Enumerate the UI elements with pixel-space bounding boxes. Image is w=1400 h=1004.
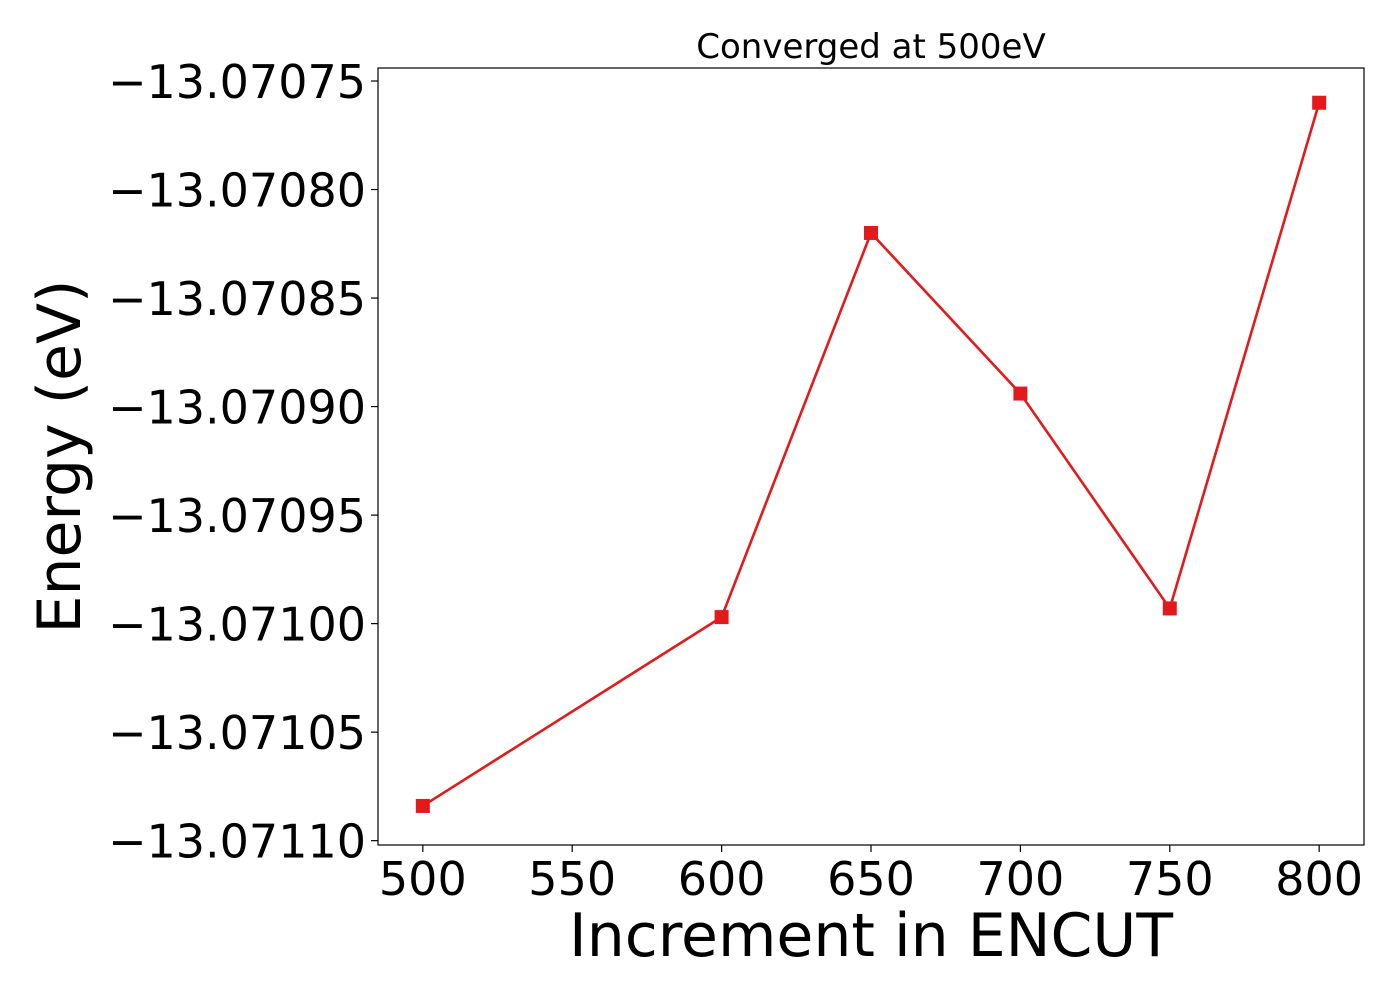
data-point-marker xyxy=(864,225,878,240)
x-tick-label: 600 xyxy=(678,852,766,906)
y-tick-label: −13.07090 xyxy=(108,381,366,435)
x-tick-label: 550 xyxy=(528,852,616,906)
data-point-marker xyxy=(415,798,430,813)
chart-title: Converged at 500eV xyxy=(696,27,1045,67)
series-line xyxy=(422,102,1321,808)
x-tick-label: 500 xyxy=(379,852,467,906)
x-tick-label: 800 xyxy=(1275,852,1363,906)
data-point-marker xyxy=(1013,386,1028,401)
y-tick-label: −13.07105 xyxy=(108,706,366,760)
y-tick-label: −13.07085 xyxy=(108,272,366,326)
data-point-marker xyxy=(1312,95,1327,110)
x-tick-label: 750 xyxy=(1126,852,1214,906)
y-tick-label: −13.07110 xyxy=(108,815,366,869)
y-tick-label: −13.07080 xyxy=(108,164,366,218)
data-point-marker xyxy=(1162,601,1177,616)
y-tick-label: −13.07095 xyxy=(108,489,366,543)
x-axis-ticks: 500 550 600 650 700 750 800 xyxy=(379,845,1363,906)
x-axis-title: Increment in ENCUT xyxy=(569,901,1173,971)
x-tick-label: 700 xyxy=(976,852,1064,906)
x-tick-label: 650 xyxy=(827,852,915,906)
data-point-marker xyxy=(714,610,729,625)
y-tick-label: −13.07075 xyxy=(108,55,366,109)
y-axis-title: Energy (eV) xyxy=(25,280,95,634)
y-axis-ticks: −13.07110 −13.07105 −13.07100 −13.07095 −13.… xyxy=(108,55,378,869)
series-layer xyxy=(415,95,1327,813)
plot-frame xyxy=(377,67,1365,846)
y-tick-label: −13.07100 xyxy=(108,598,366,652)
